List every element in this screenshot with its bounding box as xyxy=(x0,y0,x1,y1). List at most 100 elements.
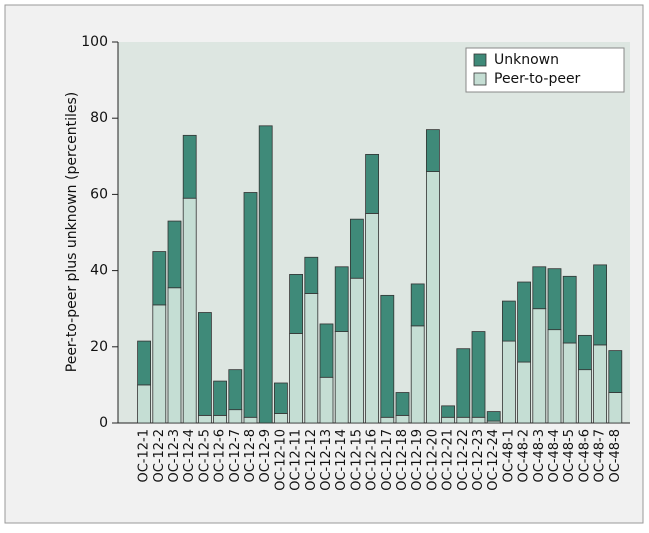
bar-segment xyxy=(517,361,531,424)
x-tick-label: OC-12-7 xyxy=(228,429,243,483)
x-tick-label: OC-12-11 xyxy=(289,429,304,491)
bar-segment xyxy=(243,416,258,424)
x-tick-label: OC-12-17 xyxy=(380,429,395,491)
bar-segment xyxy=(213,414,228,424)
y-tick-label: 100 xyxy=(81,34,108,50)
bar-segment xyxy=(167,220,182,289)
x-tick-label: OC-12-9 xyxy=(258,429,273,483)
x-tick-label: OC-12-6 xyxy=(213,429,228,483)
bar-segment xyxy=(425,171,440,424)
x-tick-label: OC-48-7 xyxy=(593,429,608,483)
bar-segment xyxy=(137,340,152,386)
x-tick-label: OC-12-4 xyxy=(182,429,197,483)
x-tick-label: OC-48-5 xyxy=(562,429,577,483)
bar-segment xyxy=(319,376,334,424)
legend-swatch xyxy=(473,72,487,86)
bar-segment xyxy=(578,369,592,424)
bar-segment xyxy=(441,416,456,424)
bar-segment xyxy=(547,268,562,331)
y-axis-label: Peer-to-peer plus unknown (percentiles) xyxy=(64,92,80,372)
bar-segment xyxy=(501,300,516,342)
bar-segment xyxy=(197,312,212,416)
x-tick-label: OC-48-4 xyxy=(547,429,562,483)
bar-segment xyxy=(593,264,607,346)
x-tick-label: OC-12-18 xyxy=(395,429,410,491)
bar-segment xyxy=(532,308,547,424)
x-tick-label: OC-12-21 xyxy=(441,429,456,491)
bar-segment xyxy=(365,213,380,424)
bar-segment xyxy=(365,153,380,214)
bar-segment xyxy=(289,274,304,334)
bar-segment xyxy=(562,342,577,424)
legend-swatch xyxy=(473,53,487,67)
x-tick-label: OC-12-20 xyxy=(425,429,440,491)
x-tick-label: OC-12-23 xyxy=(471,429,486,491)
bar-segment xyxy=(319,323,334,378)
x-tick-label: OC-12-10 xyxy=(273,429,288,491)
bar-segment xyxy=(228,369,243,411)
bar-segment xyxy=(547,329,562,424)
bar-segment xyxy=(304,293,319,424)
bar-segment xyxy=(152,304,167,424)
x-tick-label: OC-12-5 xyxy=(197,429,212,483)
bar-segment xyxy=(456,348,471,418)
bar-segment xyxy=(334,266,349,332)
bar-segment xyxy=(137,384,152,424)
x-tick-label: OC-12-1 xyxy=(137,429,152,483)
legend-box xyxy=(465,47,625,93)
legend-label: Unknown xyxy=(494,52,559,68)
x-tick-label: OC-12-8 xyxy=(243,429,258,483)
bar-segment xyxy=(349,218,364,279)
y-tick-label: 60 xyxy=(90,186,108,202)
y-tick-label: 40 xyxy=(90,263,108,279)
bar-segment xyxy=(608,350,623,393)
bar-segment xyxy=(593,344,607,424)
y-tick-label: 20 xyxy=(90,339,108,355)
bar-segment xyxy=(532,266,547,310)
bar-segment xyxy=(608,392,623,424)
bar-segment xyxy=(243,192,258,418)
bar-segment xyxy=(304,256,319,294)
x-tick-label: OC-12-14 xyxy=(334,429,349,491)
bar-segment xyxy=(441,405,456,418)
x-tick-label: OC-48-8 xyxy=(608,429,623,483)
x-tick-label: OC-12-24 xyxy=(486,429,501,491)
bar-segment xyxy=(501,340,516,424)
bar-segment xyxy=(471,331,486,418)
bar-segment xyxy=(273,413,288,424)
bar-segment xyxy=(182,134,197,199)
bar-segment xyxy=(395,414,410,424)
bar-segment xyxy=(213,380,228,416)
bar-segment xyxy=(349,277,364,424)
bar-segment xyxy=(380,294,395,418)
x-tick-label: OC-12-15 xyxy=(349,429,364,491)
y-tick-label: 80 xyxy=(90,110,108,126)
bar-segment xyxy=(197,414,212,424)
legend-label: Peer-to-peer xyxy=(494,71,581,87)
x-tick-label: OC-48-3 xyxy=(532,429,547,483)
bar-segment xyxy=(578,334,592,371)
bar-segment xyxy=(471,416,486,424)
bar-segment xyxy=(152,251,167,306)
bar-segment xyxy=(486,411,501,422)
x-tick-label: OC-12-12 xyxy=(304,429,319,491)
bar-segment xyxy=(425,129,440,172)
bar-segment xyxy=(562,275,577,344)
bar-segment xyxy=(456,416,471,424)
bar-segment xyxy=(517,281,531,363)
bar-segment xyxy=(167,287,182,424)
x-tick-label: OC-12-2 xyxy=(152,429,167,483)
bar-segment xyxy=(334,331,349,424)
bar-segment xyxy=(228,409,243,424)
x-tick-label: OC-48-6 xyxy=(577,429,592,483)
x-tick-label: OC-12-13 xyxy=(319,429,334,491)
bar-segment xyxy=(380,416,395,424)
bar-segment xyxy=(258,125,273,424)
bar-segment xyxy=(182,197,197,424)
x-tick-label: OC-12-19 xyxy=(410,429,425,491)
bar-segment xyxy=(410,283,425,327)
x-tick-label: OC-48-1 xyxy=(501,429,516,483)
x-tick-label: OC-12-16 xyxy=(365,429,380,491)
x-tick-label: OC-12-3 xyxy=(167,429,182,483)
